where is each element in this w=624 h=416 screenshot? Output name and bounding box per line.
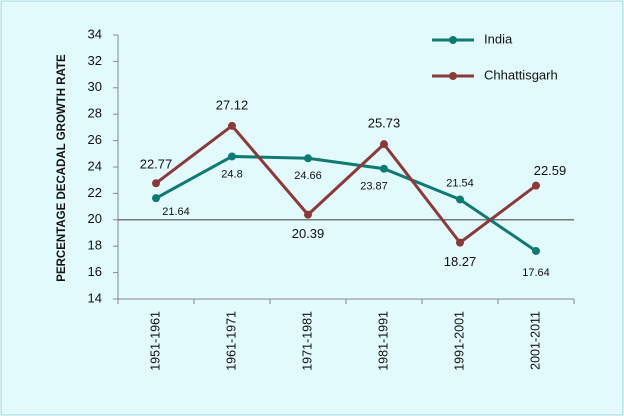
legend-marker: [449, 36, 457, 44]
y-tick-label: 18: [88, 238, 102, 253]
y-tick-label: 26: [88, 132, 102, 147]
data-label: 17.64: [522, 267, 550, 279]
y-tick-label: 22: [88, 185, 102, 200]
data-point: [380, 140, 388, 149]
x-tick-label: 1971-1981: [300, 311, 314, 371]
data-label: 21.64: [162, 206, 190, 218]
x-tick-label: 1961-1971: [224, 311, 238, 371]
data-point: [456, 195, 464, 204]
data-label: 27.12: [216, 97, 249, 112]
data-label: 25.73: [368, 116, 401, 131]
y-axis-title: PERCENTAGE DECADAL GROWTH RATE: [56, 54, 68, 282]
data-label: 22.59: [534, 163, 567, 178]
data-label: 23.87: [360, 181, 388, 193]
x-tick-label: 1951-1961: [148, 311, 162, 371]
data-point: [532, 181, 540, 190]
data-label: 24.66: [294, 170, 322, 182]
data-point: [532, 246, 540, 255]
y-tick-label: 24: [88, 158, 102, 173]
legend-label: Chhattisgarh: [484, 67, 558, 82]
legend-label: India: [484, 31, 513, 46]
data-point: [380, 164, 388, 173]
data-point: [152, 179, 160, 188]
x-tick-label: 2001-2011: [528, 311, 542, 370]
data-label: 24.8: [221, 168, 242, 180]
data-point: [228, 121, 236, 130]
x-tick-label: 1991-2001: [452, 311, 466, 371]
x-tick-label: 1981-1991: [376, 311, 390, 371]
data-point: [304, 154, 312, 163]
y-tick-label: 28: [88, 106, 102, 121]
y-tick-label: 30: [88, 79, 102, 94]
series-line: [155, 154, 537, 253]
y-tick-label: 14: [88, 290, 102, 305]
y-tick-label: 32: [88, 53, 102, 68]
series-line: [155, 123, 537, 245]
data-point: [228, 152, 236, 161]
y-tick-label: 20: [88, 211, 102, 226]
data-point: [152, 194, 160, 203]
data-label: 22.77: [140, 157, 173, 172]
legend-marker: [449, 72, 457, 80]
data-point: [456, 238, 464, 247]
y-tick-label: 34: [88, 26, 102, 41]
y-tick-label: 16: [88, 264, 102, 279]
data-label: 21.54: [446, 177, 474, 189]
data-point: [304, 210, 312, 219]
data-label: 18.27: [444, 254, 477, 269]
data-label: 20.39: [292, 226, 325, 241]
